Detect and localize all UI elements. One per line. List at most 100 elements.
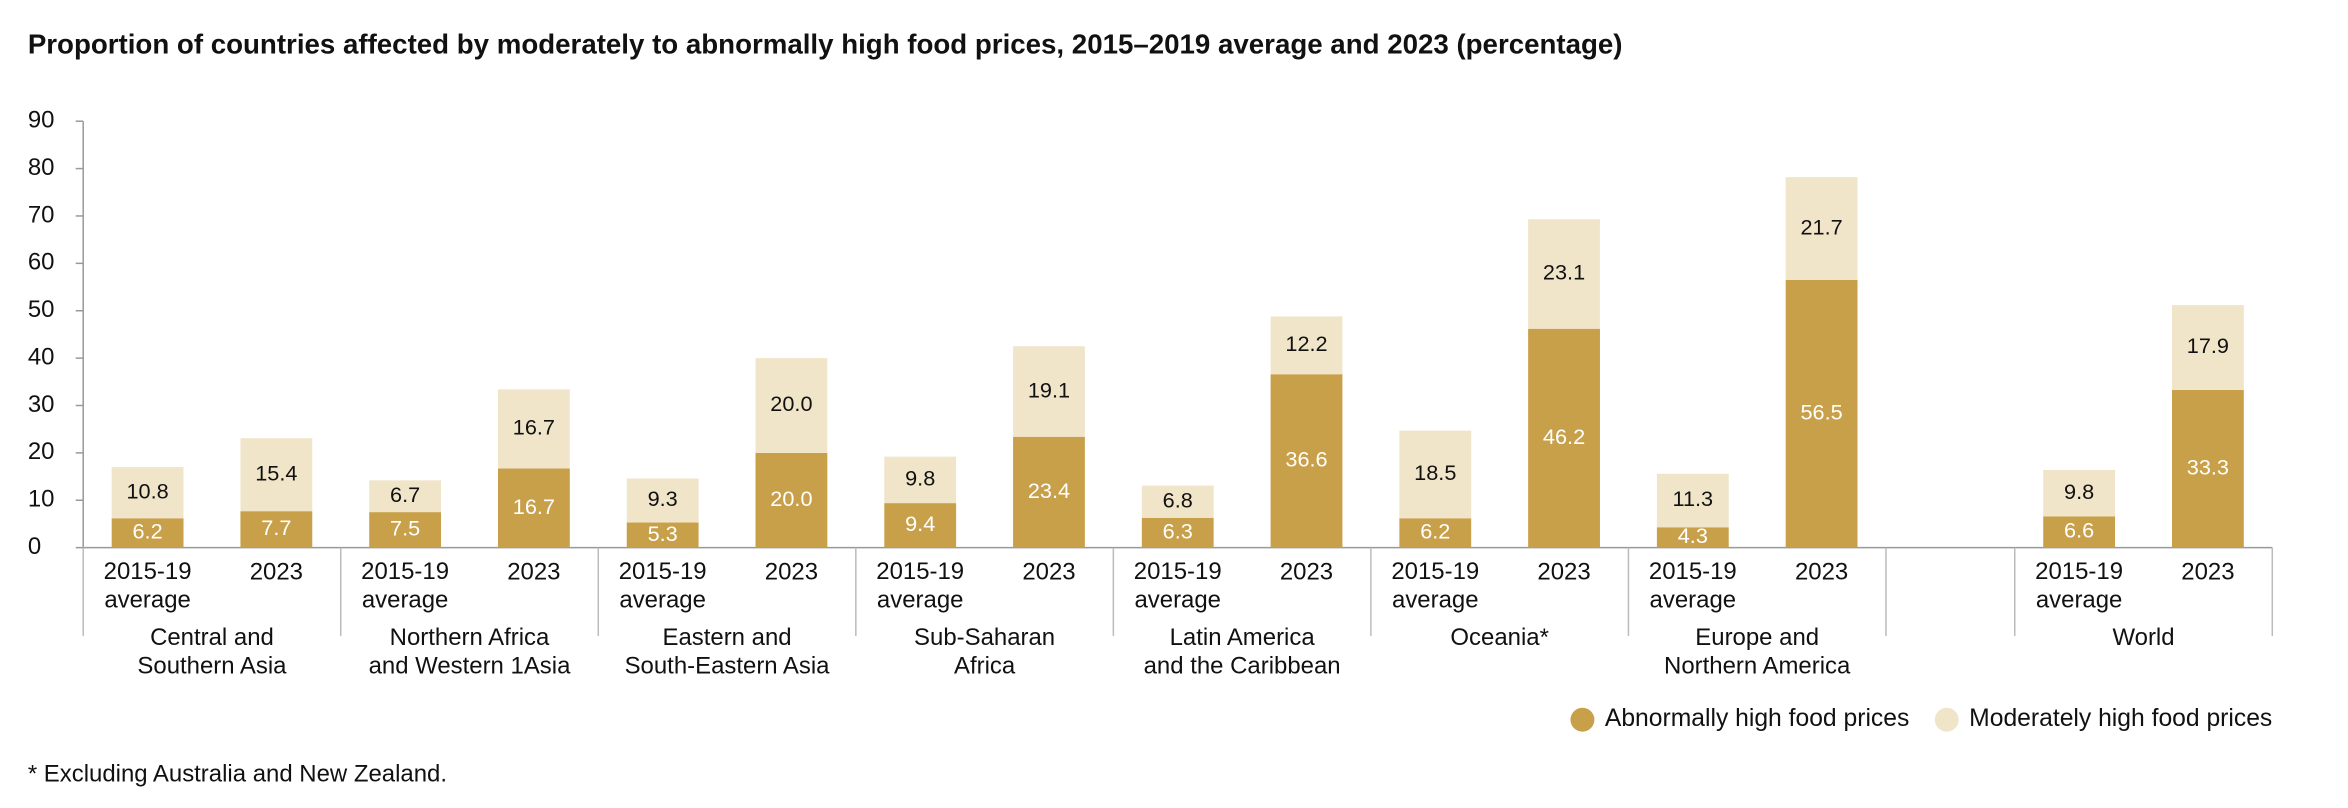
value-label: 10.8: [126, 478, 168, 503]
x-tick-label: 2015-19 average: [2035, 558, 2123, 613]
bar-segment: [1656, 527, 1729, 548]
value-label: 12.2: [1285, 331, 1327, 356]
x-tick-label: 2015-19 average: [619, 558, 707, 613]
bar-segment: [1656, 473, 1729, 528]
legend-label: Moderately high food prices: [1969, 705, 2272, 732]
value-label: 21.7: [1800, 214, 1842, 239]
bar-segment: [1528, 328, 1600, 548]
bar-segment: [240, 511, 313, 548]
bar-segment: [755, 358, 828, 453]
value-label: 16.7: [513, 494, 555, 519]
value-label: 33.3: [2187, 454, 2229, 479]
group-label: Europe and Northern America: [1664, 624, 1851, 679]
bar-segment: [2171, 389, 2244, 548]
x-tick-label: 2015-19 average: [104, 558, 192, 613]
y-tick-label: 10: [28, 486, 55, 513]
bar-segment: [884, 503, 957, 548]
bar-segment: [626, 522, 699, 548]
value-label: 36.6: [1285, 447, 1327, 472]
value-label: 18.5: [1414, 460, 1456, 485]
group-label: Eastern and South-Eastern Asia: [625, 624, 831, 679]
value-label: 11.3: [1673, 486, 1714, 511]
bar-segment: [1785, 279, 1858, 548]
bar-segment: [497, 389, 570, 469]
y-tick-label: 70: [28, 201, 55, 228]
value-label: 56.5: [1800, 400, 1842, 425]
bar-segment: [2043, 469, 2116, 517]
bar-segment: [2043, 516, 2116, 548]
value-label: 6.2: [1420, 519, 1450, 544]
x-tick-label: 2015-19 average: [1134, 558, 1222, 613]
value-label: 6.3: [1163, 518, 1193, 543]
value-label: 15.4: [255, 460, 297, 485]
bar-segment: [1399, 430, 1472, 519]
bar-segment: [1270, 316, 1343, 375]
legend-swatch: [1934, 707, 1959, 732]
bar-segment: [1013, 436, 1085, 548]
bar-segment: [111, 518, 184, 548]
bar-segment: [1141, 485, 1214, 518]
bar-segment: [497, 468, 570, 548]
x-tick-label: 2023: [250, 558, 303, 585]
value-label: 9.8: [2064, 479, 2094, 504]
value-label: 6.2: [133, 519, 163, 544]
value-label: 7.7: [261, 515, 291, 540]
y-tick-label: 90: [28, 107, 55, 134]
bar-segment: [1270, 374, 1343, 548]
value-label: 19.1: [1028, 377, 1070, 402]
bar-segment: [240, 438, 313, 512]
chart-title: Proportion of countries affected by mode…: [28, 29, 1623, 60]
group-label: Central and Southern Asia: [137, 624, 287, 679]
value-label: 9.4: [905, 511, 935, 536]
y-tick-label: 0: [28, 533, 41, 560]
bar-segment: [1013, 346, 1085, 437]
value-label: 7.5: [390, 516, 420, 541]
value-label: 4.3: [1678, 523, 1708, 548]
y-tick-label: 60: [28, 249, 55, 276]
bar-segment: [1528, 219, 1600, 329]
y-tick-label: 50: [28, 296, 55, 323]
bar-segment: [1399, 518, 1472, 548]
x-tick-label: 2015-19 average: [1649, 558, 1737, 613]
group-label: World: [2112, 624, 2174, 651]
y-tick-label: 80: [28, 154, 55, 181]
bar-segment: [755, 452, 828, 548]
value-label: 23.1: [1543, 260, 1585, 285]
group-label: Sub-Saharan Africa: [914, 624, 1055, 679]
group-label: Northern Africa and Western 1Asia: [369, 624, 571, 679]
legend-label: Abnormally high food prices: [1605, 705, 1909, 732]
x-tick-label: 2023: [507, 558, 560, 585]
group-label: Latin America and the Caribbean: [1144, 624, 1341, 679]
bar-segment: [626, 478, 699, 523]
x-tick-label: 2023: [1537, 558, 1590, 585]
value-label: 5.3: [648, 521, 678, 546]
bar-segment: [369, 480, 442, 513]
value-label: 20.0: [770, 391, 812, 416]
value-label: 20.0: [770, 486, 812, 511]
value-label: 23.4: [1028, 478, 1070, 503]
value-label: 6.6: [2064, 518, 2094, 543]
value-label: 6.7: [390, 482, 420, 507]
x-tick-label: 2015-19 average: [876, 558, 964, 613]
group-label: Oceania*: [1450, 624, 1548, 651]
bar-segment: [884, 456, 957, 504]
bar-segment: [369, 512, 442, 548]
footnote: * Excluding Australia and New Zealand.: [28, 760, 447, 787]
x-tick-label: 2023: [1795, 558, 1848, 585]
bar-segment: [1141, 517, 1214, 548]
y-tick-label: 20: [28, 438, 55, 465]
x-tick-label: 2023: [2181, 558, 2234, 585]
y-tick-label: 30: [28, 391, 55, 418]
y-tick-label: 40: [28, 343, 55, 370]
x-tick-label: 2023: [765, 558, 818, 585]
legend-swatch: [1570, 707, 1595, 732]
x-tick-label: 2015-19 average: [1391, 558, 1479, 613]
value-label: 9.3: [648, 486, 678, 511]
value-label: 6.8: [1163, 487, 1193, 512]
bar-segment: [111, 467, 184, 519]
x-tick-label: 2023: [1280, 558, 1333, 585]
value-label: 9.8: [905, 466, 935, 491]
value-label: 17.9: [2187, 333, 2229, 358]
